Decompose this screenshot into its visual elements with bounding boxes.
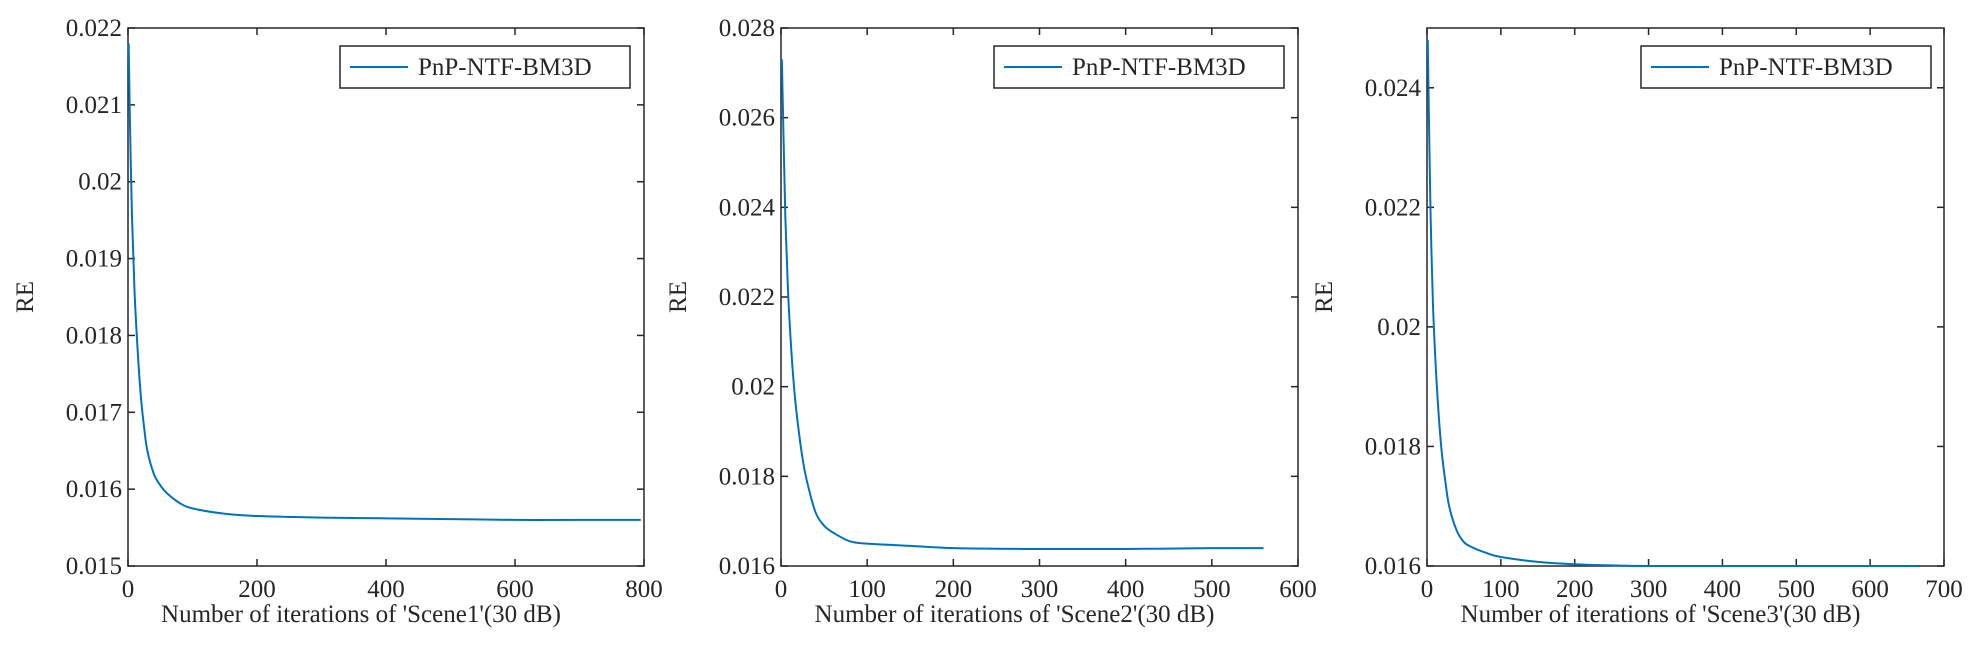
x-tick-label: 200 xyxy=(238,576,276,603)
y-tick-label: 0.022 xyxy=(66,15,122,42)
legend-entry: PnP-NTF-BM3D xyxy=(418,54,592,81)
y-tick-label: 0.02 xyxy=(78,169,122,196)
x-tick-label: 200 xyxy=(935,576,973,603)
y-tick-label: 0.018 xyxy=(719,463,775,490)
x-tick-label: 700 xyxy=(1925,576,1963,603)
y-tick-label: 0.016 xyxy=(66,476,122,503)
x-tick-label: 400 xyxy=(1107,576,1145,603)
y-tick-label: 0.022 xyxy=(719,284,775,311)
x-tick-label: 300 xyxy=(1021,576,1059,603)
plot-frame xyxy=(780,27,1299,567)
x-tick-label: 200 xyxy=(1556,576,1594,603)
legend-entry: PnP-NTF-BM3D xyxy=(1719,54,1893,81)
x-tick-label: 600 xyxy=(496,576,534,603)
x-axis-label: Number of iterations of 'Scene1'(30 dB) xyxy=(161,601,561,628)
series-line-1 xyxy=(1426,39,1919,568)
x-axis-label: Number of iterations of 'Scene3'(30 dB) xyxy=(1461,601,1861,628)
y-tick-label: 0.021 xyxy=(66,92,122,119)
y-tick-label: 0.018 xyxy=(66,322,122,349)
x-tick-label: 300 xyxy=(1630,576,1668,603)
y-tick-label: 0.018 xyxy=(1365,433,1421,460)
chart-panel-2: 0 100 200 300 400 500 600 0.016 0.018 0.02 0.022 0.… xyxy=(665,15,1317,628)
x-tick-label: 100 xyxy=(848,576,886,603)
x-tick-label: 500 xyxy=(1778,576,1816,603)
x-tick-label: 600 xyxy=(1851,576,1889,603)
y-tick-label: 0.024 xyxy=(719,194,776,221)
y-axis-label: RE xyxy=(1311,281,1338,313)
x-tick-label: 800 xyxy=(625,576,663,603)
chart-panel-1: 0 200 400 600 800 0.015 0.016 0.017 0.018 0.019 0.… xyxy=(12,15,663,628)
x-tick-label: 600 xyxy=(1279,576,1317,603)
x-tick-label: 400 xyxy=(367,576,405,603)
y-tick-label: 0.019 xyxy=(66,246,122,273)
chart-panel-3: 0 100 200 300 400 500 600 700 0.016 0.018 0.02 0.02… xyxy=(1311,27,1963,628)
series-line-1 xyxy=(780,59,1264,551)
y-tick-label: 0.016 xyxy=(1365,553,1421,580)
y-tick-label: 0.016 xyxy=(719,553,775,580)
x-axis-label: Number of iterations of 'Scene2'(30 dB) xyxy=(815,601,1215,628)
x-tick-label: 0 xyxy=(775,576,788,603)
y-tick-label: 0.017 xyxy=(66,399,122,426)
plot-frame xyxy=(127,27,645,567)
y-tick-label: 0.024 xyxy=(1365,75,1422,102)
x-tick-label: 100 xyxy=(1482,576,1520,603)
x-tick-label: 500 xyxy=(1193,576,1231,603)
x-tick-label: 0 xyxy=(1421,576,1434,603)
y-tick-label: 0.015 xyxy=(66,553,122,580)
y-tick-label: 0.028 xyxy=(719,15,775,42)
y-tick-label: 0.026 xyxy=(719,105,775,132)
x-tick-label: 0 xyxy=(122,576,135,603)
x-tick-label: 400 xyxy=(1704,576,1742,603)
y-tick-label: 0.02 xyxy=(731,374,775,401)
y-axis-label: RE xyxy=(12,281,39,313)
plot-frame xyxy=(1426,27,1945,567)
legend-entry: PnP-NTF-BM3D xyxy=(1072,54,1246,81)
series-line-1 xyxy=(127,43,641,521)
y-tick-label: 0.02 xyxy=(1377,314,1421,341)
y-tick-label: 0.022 xyxy=(1365,194,1421,221)
y-axis-label: RE xyxy=(665,281,692,313)
